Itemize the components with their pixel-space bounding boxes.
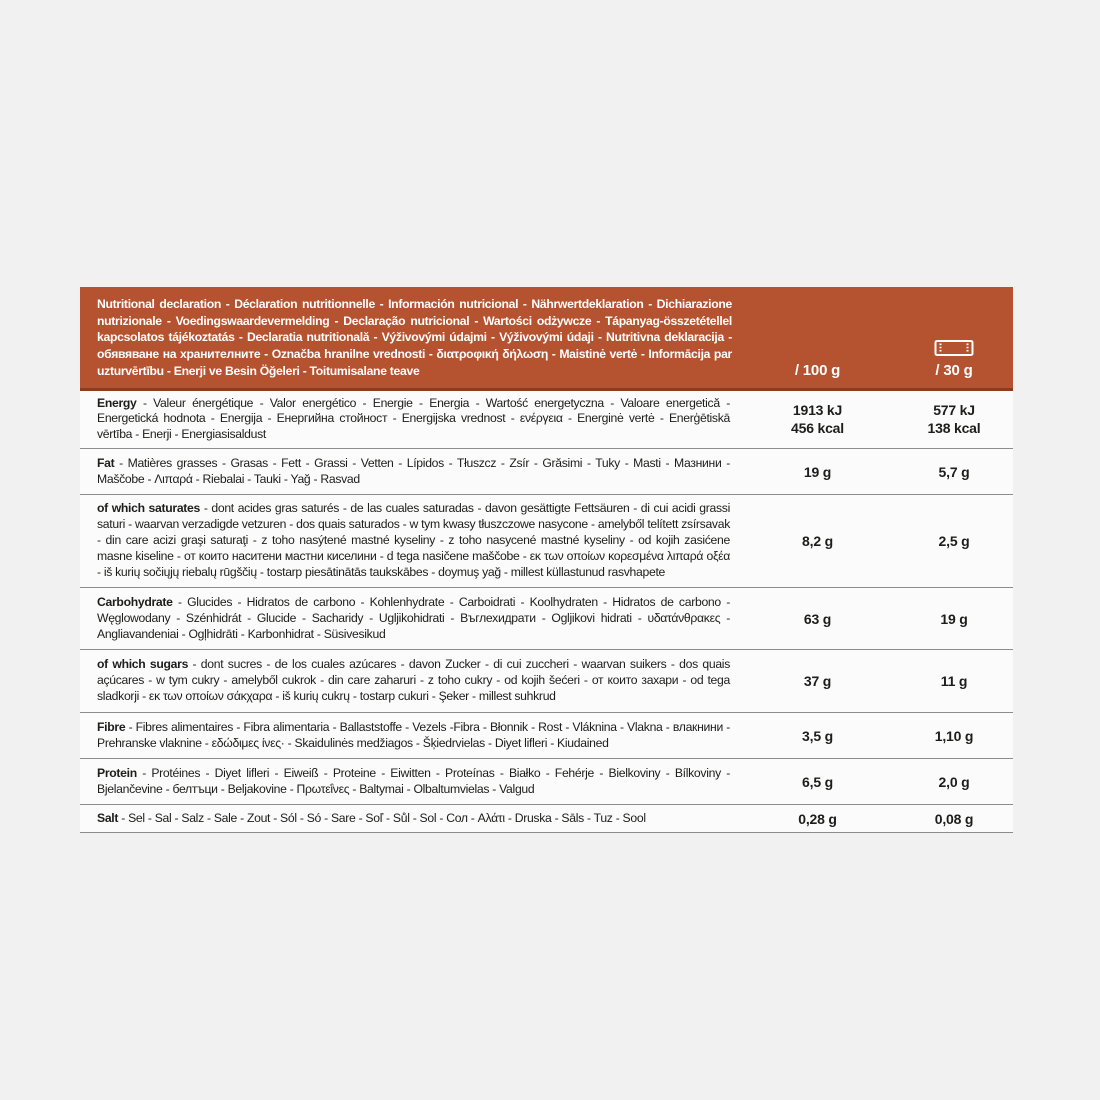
nutrient-name: of which saturates [97, 501, 201, 516]
value-per-30g: 577 kJ 138 kcal [927, 402, 981, 437]
value-per-30g: 0,08 g [934, 810, 974, 827]
value-per-100g: 8,2 g [802, 533, 833, 549]
table-row-salt: Salt - Sel - Sal - Salz - Sale - Zout - … [80, 805, 1013, 834]
nutrient-name: Fat [97, 455, 115, 470]
nutrient-name: Energy [97, 395, 137, 410]
nutrient-translations: - dont sucres - de los cuales azúcares -… [97, 657, 731, 704]
header-title: Nutritional declaration - Déclaration nu… [97, 297, 732, 378]
table-row-fat: Fat - Matières grasses - Grasas - Fett -… [80, 449, 1013, 496]
table-header: Nutritional declaration - Déclaration nu… [80, 287, 1013, 391]
row-label: Carbohydrate - Glucides - Hidratos de ca… [80, 590, 740, 648]
nutrient-name: Fibre [97, 719, 126, 734]
value-per-30g: 2,0 g [938, 773, 970, 790]
header-col-per-100g: / 100 g [740, 287, 895, 388]
per-100g-label: / 100 g [794, 361, 841, 379]
snack-bar-icon [934, 339, 974, 356]
value-per-30g: 11 g [940, 673, 968, 689]
row-label: of which sugars - dont sucres - de los c… [80, 652, 740, 710]
nutrient-translations: - Fibres alimentaires - Fibra alimentari… [97, 719, 730, 750]
value-per-100g: 37 g [803, 673, 832, 689]
nutrient-translations: - Glucides - Hidratos de carbono - Kohle… [97, 594, 730, 641]
nutrient-translations: - dont acides gras saturés - de las cual… [97, 501, 731, 579]
row-label: Protein - Protéines - Diyet lifleri - Ei… [80, 761, 740, 803]
value-per-30g: 1,10 g [934, 727, 974, 744]
value-per-30g: 19 g [940, 610, 968, 627]
row-label: Fat - Matières grasses - Grasas - Fett -… [80, 451, 740, 493]
per-30g-label: / 30 g [935, 361, 973, 379]
value-per-100g: 63 g [803, 610, 832, 627]
row-label: Energy - Valeur énergétique - Valor ener… [80, 391, 740, 449]
table-row-carbohydrate: Carbohydrate - Glucides - Hidratos de ca… [80, 588, 1013, 651]
nutrient-name: Protein [97, 765, 137, 780]
value-per-100g: 0,28 g [798, 810, 837, 827]
table-row-energy: Energy - Valeur énergétique - Valor ener… [80, 390, 1013, 450]
row-label: Fibre - Fibres alimentaires - Fibra alim… [80, 715, 740, 757]
row-label: Salt - Sel - Sal - Salz - Sale - Zout - … [80, 806, 740, 832]
table-row-sugars: of which sugars - dont sucres - de los c… [80, 650, 1013, 714]
nutrition-declaration-table: Nutritional declaration - Déclaration nu… [80, 287, 1013, 834]
value-per-100g: 6,5 g [802, 773, 833, 790]
nutrient-name: Carbohydrate [97, 594, 173, 609]
nutrient-translations: - Valeur énergétique - Valor energético … [97, 395, 730, 442]
nutrient-translations: - Matières grasses - Grasas - Fett - Gra… [97, 455, 730, 486]
value-per-100g: 3,5 g [802, 727, 833, 744]
header-col-per-30g: / 30 g [895, 287, 1013, 388]
value-per-30g: 2,5 g [938, 533, 970, 549]
value-per-100g: 19 g [803, 463, 832, 480]
nutrient-name: Salt [97, 810, 119, 825]
value-per-30g: 5,7 g [938, 463, 970, 480]
table-row-fibre: Fibre - Fibres alimentaires - Fibra alim… [80, 713, 1013, 760]
nutrient-translations: - Protéines - Diyet lifleri - Eiweiß - P… [97, 765, 730, 796]
table-body: Energy - Valeur énergétique - Valor ener… [80, 390, 1013, 834]
nutrient-translations: - Sel - Sal - Salz - Sale - Zout - Sól -… [118, 810, 646, 825]
table-row-protein: Protein - Protéines - Diyet lifleri - Ei… [80, 759, 1013, 806]
table-row-saturates: of which saturates - dont acides gras sa… [80, 495, 1013, 589]
nutrient-name: of which sugars [97, 657, 189, 672]
row-label: of which saturates - dont acides gras sa… [80, 496, 740, 585]
value-per-100g: 1913 kJ 456 kcal [791, 402, 844, 437]
